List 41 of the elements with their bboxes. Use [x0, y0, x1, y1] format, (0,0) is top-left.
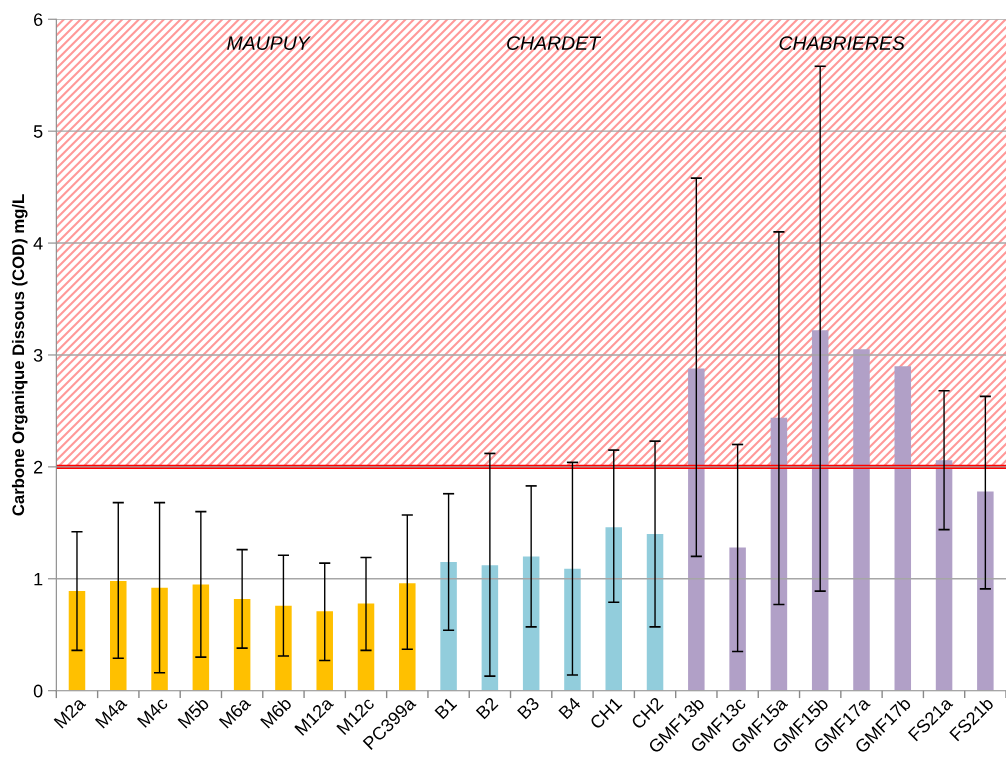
x-tick-label: B1: [434, 696, 458, 720]
bar: [605, 527, 623, 691]
bar: [522, 556, 540, 691]
x-tick-label: M4a: [94, 696, 128, 729]
x-tick-label: M2a: [53, 695, 87, 729]
annotation: MAUPUY: [227, 36, 311, 50]
bar: [110, 581, 127, 691]
annotation: CHARDET: [507, 36, 602, 50]
bar: [935, 460, 953, 691]
x-tick-label: B4: [558, 696, 582, 720]
x-tick-label: CH1: [589, 696, 623, 730]
bar: [399, 583, 416, 691]
annotation: CHABRIERES: [779, 36, 905, 50]
bar: [440, 562, 457, 691]
bar: [646, 534, 664, 691]
bar: [316, 611, 333, 691]
x-tick-label: M5b: [177, 696, 210, 729]
y-tick-label: 4: [33, 237, 43, 250]
bar: [894, 366, 912, 691]
bar: [151, 587, 168, 691]
x-tick-label: B3: [516, 696, 540, 720]
x-tick-label: M6a: [218, 695, 252, 729]
x-tick-label: B2: [475, 696, 499, 720]
y-axis-title: Carbone Organique Dissous (COD) mg/L: [11, 194, 28, 516]
y-tick-label: 5: [33, 125, 43, 138]
y-tick-label: 1: [34, 572, 43, 586]
x-tick-label: M6b: [259, 696, 293, 729]
bar: [564, 568, 581, 691]
y-tick-label: 2: [34, 460, 43, 474]
bar: [811, 330, 829, 691]
bar: [233, 598, 251, 691]
bar: [192, 584, 210, 691]
bar: [688, 368, 705, 691]
bar: [853, 349, 870, 691]
y-tick-label: 0: [33, 684, 43, 698]
bar: [729, 547, 746, 691]
y-tick-label: 6: [34, 13, 43, 26]
bar: [275, 605, 292, 691]
x-tick-label: M4c: [136, 696, 169, 728]
y-tick-label: 3: [33, 348, 43, 362]
bar: [977, 491, 994, 691]
